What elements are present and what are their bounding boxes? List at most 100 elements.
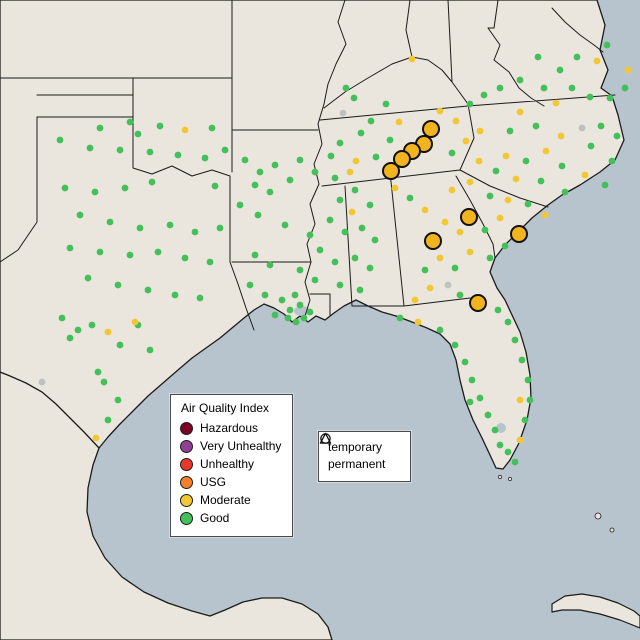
monitor-dot-moderate[interactable] <box>593 57 601 65</box>
monitor-dot-good[interactable] <box>451 341 459 349</box>
monitor-dot-good[interactable] <box>406 194 414 202</box>
monitor-dot-good[interactable] <box>292 318 300 326</box>
monitor-dot-good[interactable] <box>191 228 199 236</box>
monitor-dot-good[interactable] <box>281 221 289 229</box>
monitor-dot-good[interactable] <box>587 142 595 150</box>
monitor-dot-good[interactable] <box>271 161 279 169</box>
monitor-dot-good[interactable] <box>558 162 566 170</box>
monitor-dot-good[interactable] <box>246 281 254 289</box>
monitor-dot-good[interactable] <box>296 156 304 164</box>
monitor-dot-good[interactable] <box>481 226 489 234</box>
monitor-dot-no-data[interactable] <box>444 281 452 289</box>
monitor-dot-good[interactable] <box>532 122 540 130</box>
monitor-dot-good[interactable] <box>116 146 124 154</box>
monitor-dot-good[interactable] <box>351 254 359 262</box>
monitor-dot-good[interactable] <box>342 84 350 92</box>
monitor-dot-good[interactable] <box>201 154 209 162</box>
monitor-dot-good[interactable] <box>486 254 494 262</box>
monitor-dot-moderate[interactable] <box>502 152 510 160</box>
monitor-dot-good[interactable] <box>436 326 444 334</box>
monitor-dot-good[interactable] <box>608 157 616 165</box>
monitor-dot-good[interactable] <box>336 139 344 147</box>
monitor-dot-good[interactable] <box>461 358 469 366</box>
monitor-dot-good[interactable] <box>174 151 182 159</box>
monitor-dot-good[interactable] <box>357 129 365 137</box>
monitor-dot-good[interactable] <box>100 378 108 386</box>
monitor-dot-good[interactable] <box>96 124 104 132</box>
monitor-dot-good[interactable] <box>58 314 66 322</box>
monitor-dot-good[interactable] <box>496 441 504 449</box>
monitor-dot-no-data[interactable] <box>38 378 46 386</box>
monitor-dot-good[interactable] <box>156 122 164 130</box>
monitor-dot-good[interactable] <box>286 176 294 184</box>
monitor-dot-good[interactable] <box>506 127 514 135</box>
monitor-dot-good[interactable] <box>382 100 390 108</box>
monitor-dot-good[interactable] <box>286 306 294 314</box>
monitor-dot-good[interactable] <box>366 264 374 272</box>
monitor-dot-good[interactable] <box>606 94 614 102</box>
monitor-dot-no-data[interactable] <box>339 109 347 117</box>
monitor-dot-moderate[interactable] <box>414 318 422 326</box>
monitor-dot-good[interactable] <box>331 258 339 266</box>
monitor-dot-good[interactable] <box>518 356 526 364</box>
monitor-dot-good[interactable] <box>586 93 594 101</box>
monitor-dot-good[interactable] <box>148 178 156 186</box>
monitor-dot-good[interactable] <box>134 130 142 138</box>
monitor-dot-good[interactable] <box>211 182 219 190</box>
monitor-dot-good[interactable] <box>371 236 379 244</box>
monitor-dot-good[interactable] <box>216 224 224 232</box>
monitor-dot-good[interactable] <box>208 124 216 132</box>
monitor-dot-good[interactable] <box>351 186 359 194</box>
monitor-dot-good[interactable] <box>524 376 532 384</box>
monitor-dot-good[interactable] <box>561 188 569 196</box>
monitor-dot-moderate[interactable] <box>504 196 512 204</box>
monitor-dot-moderate[interactable] <box>475 157 483 165</box>
monitor-dot-good[interactable] <box>146 148 154 156</box>
monitor-dot-moderate[interactable] <box>181 126 189 134</box>
monitor-dot-good[interactable] <box>181 254 189 262</box>
monitor-dot-good[interactable] <box>296 266 304 274</box>
monitor-dot-good[interactable] <box>526 396 534 404</box>
monitor-dot-moderate[interactable] <box>441 218 449 226</box>
monitor-dot-good[interactable] <box>104 416 112 424</box>
monitor-dot-good[interactable] <box>451 264 459 272</box>
monitor-dot-good[interactable] <box>300 314 308 322</box>
monitor-dot-good[interactable] <box>504 448 512 456</box>
monitor-dot-good[interactable] <box>521 416 529 424</box>
monitor-dot-good[interactable] <box>534 53 542 61</box>
monitor-dot-moderate[interactable] <box>466 178 474 186</box>
monitor-dot-moderate[interactable] <box>421 206 429 214</box>
monitor-dot-good[interactable] <box>356 286 364 294</box>
monitor-dot-moderate[interactable] <box>346 168 354 176</box>
monitor-dot-good[interactable] <box>126 118 134 126</box>
monitor-dot-good[interactable] <box>621 84 629 92</box>
monitor-dot-good[interactable] <box>221 146 229 154</box>
monitor-dot-good[interactable] <box>266 261 274 269</box>
monitor-dot-good[interactable] <box>146 346 154 354</box>
monitor-dot-good[interactable] <box>350 94 358 102</box>
monitor-dot-good[interactable] <box>84 274 92 282</box>
monitor-dot-good[interactable] <box>480 91 488 99</box>
temporary-monitor-circle-moderate[interactable] <box>424 232 442 250</box>
monitor-dot-good[interactable] <box>94 368 102 376</box>
monitor-dot-good[interactable] <box>236 201 244 209</box>
monitor-dot-good[interactable] <box>341 228 349 236</box>
monitor-dot-good[interactable] <box>196 294 204 302</box>
monitor-dot-good[interactable] <box>597 122 605 130</box>
monitor-dot-good[interactable] <box>511 458 519 466</box>
monitor-dot-good[interactable] <box>206 258 214 266</box>
monitor-dot-good[interactable] <box>448 149 456 157</box>
monitor-dot-good[interactable] <box>496 84 504 92</box>
temporary-monitor-circle-moderate[interactable] <box>393 150 411 168</box>
monitor-dot-good[interactable] <box>468 376 476 384</box>
monitor-dot-good[interactable] <box>86 144 94 152</box>
monitor-dot-good[interactable] <box>256 168 264 176</box>
monitor-dot-good[interactable] <box>311 276 319 284</box>
monitor-dot-moderate[interactable] <box>411 296 419 304</box>
monitor-dot-moderate[interactable] <box>131 318 139 326</box>
monitor-dot-good[interactable] <box>136 224 144 232</box>
monitor-dot-good[interactable] <box>74 326 82 334</box>
monitor-dot-good[interactable] <box>540 84 548 92</box>
monitor-dot-moderate[interactable] <box>516 396 524 404</box>
